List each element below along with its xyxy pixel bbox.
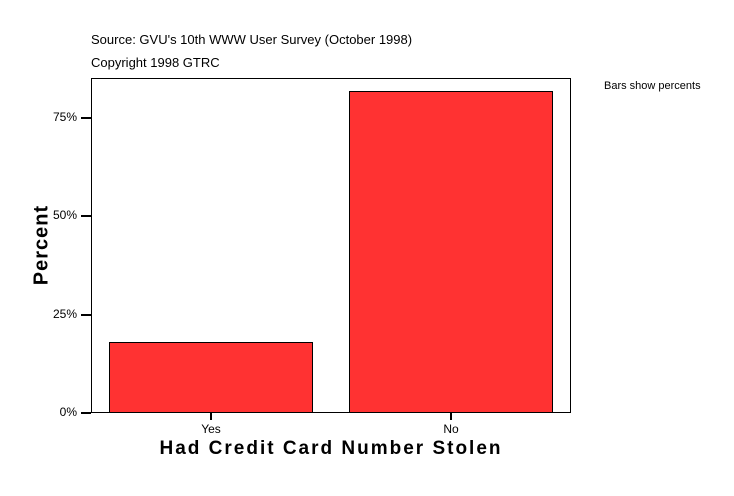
bar-no <box>349 91 553 413</box>
x-axis-title: Had Credit Card Number Stolen <box>159 438 503 459</box>
x-tick-mark-no <box>450 413 452 420</box>
bar-yes <box>109 342 313 413</box>
y-tick-label-25%: 25% <box>52 306 77 321</box>
y-tick-mark-0% <box>81 412 91 414</box>
legend-note: Bars show percents <box>604 80 701 92</box>
y-tick-mark-50% <box>81 215 91 218</box>
x-tick-mark-yes <box>210 413 212 420</box>
x-tick-label-no: No <box>443 422 459 436</box>
y-tick-label-75%: 75% <box>52 110 77 125</box>
y-tick-label-0%: 0% <box>59 405 77 419</box>
y-tick-mark-75% <box>81 117 91 120</box>
copyright-note: Copyright 1998 GTRC <box>91 55 220 70</box>
y-tick-label-50%: 50% <box>52 208 77 223</box>
x-tick-label-yes: Yes <box>201 422 221 436</box>
y-tick-mark-25% <box>81 313 91 316</box>
source-note: Source: GVU's 10th WWW User Survey (Octo… <box>91 32 413 47</box>
